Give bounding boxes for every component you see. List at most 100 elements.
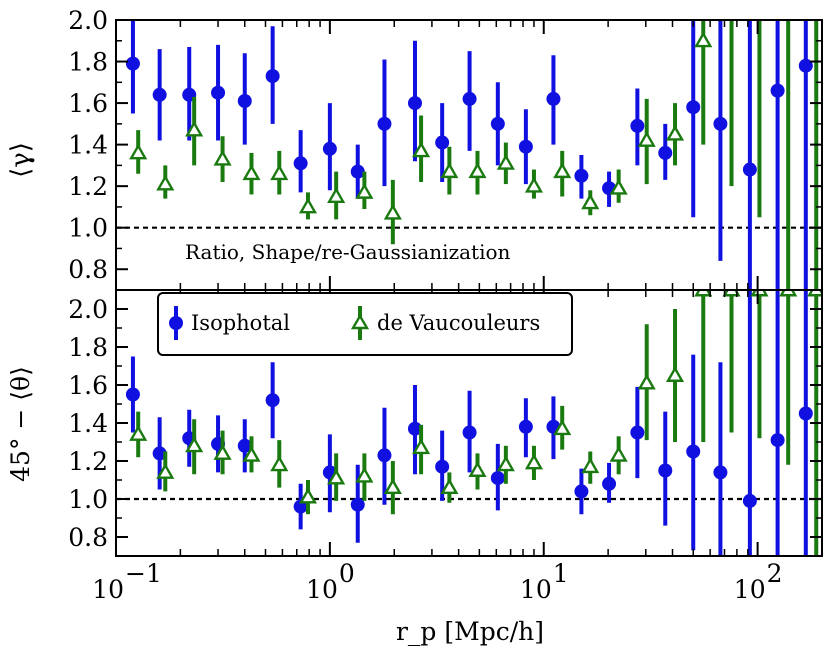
isophotal-point (407, 96, 422, 111)
de-vaucouleurs-point (355, 466, 374, 483)
de-vaucouleurs-point (327, 468, 346, 485)
isophotal-point (742, 162, 757, 177)
de-vaucouleurs-point (496, 153, 515, 170)
top-data (116, 3, 822, 290)
top-axes: 0.8 1.0 1.2 1.4 1.6 1.8 2.0 (68, 6, 823, 291)
de-vaucouleurs-point (129, 424, 148, 441)
isophotal-point (770, 83, 785, 98)
isophotal-point (265, 393, 280, 408)
de-vaucouleurs-point (185, 436, 204, 453)
legend-entry-de-vaucouleurs (350, 306, 370, 340)
de-vaucouleurs-point (213, 443, 232, 460)
isophotal-point (574, 484, 589, 499)
de-vaucouleurs-point (355, 182, 374, 199)
de-vaucouleurs-point (807, 290, 822, 297)
de-vaucouleurs-point (694, 31, 713, 48)
isophotal-point (377, 448, 392, 463)
isophotal-point (435, 459, 450, 474)
de-vaucouleurs-point (412, 141, 431, 158)
isophotal-point (742, 493, 757, 508)
de-vaucouleurs-point (156, 462, 175, 479)
de-vaucouleurs-point (270, 455, 289, 472)
isophotal-point (630, 118, 645, 133)
de-vaucouleurs-point (553, 419, 572, 436)
isophotal-point (237, 438, 252, 453)
isophotal-point (350, 164, 365, 179)
isophotal-point (686, 100, 701, 115)
de-vaucouleurs-point (270, 164, 289, 181)
isophotal-point (462, 91, 477, 106)
legend-isophotal-marker (169, 316, 183, 330)
de-vaucouleurs-point (298, 487, 318, 504)
isophotal-point (713, 116, 728, 131)
y-tick-label: 1.2 (68, 172, 108, 201)
isophotal-point (798, 406, 813, 421)
de-vaucouleurs-point (637, 373, 656, 390)
de-vaucouleurs-point (752, 3, 766, 15)
legend: Isophotal de Vaucouleurs (157, 292, 573, 356)
de-vaucouleurs-point (779, 290, 798, 297)
de-vaucouleurs-point (694, 290, 713, 297)
de-vaucouleurs-point (242, 445, 261, 462)
isophotal-point (518, 139, 533, 154)
isophotal-point (630, 425, 645, 440)
de-vaucouleurs-point (156, 174, 175, 191)
de-vaucouleurs-point (468, 461, 487, 477)
de-vaucouleurs-point (327, 187, 346, 203)
isophotal-point (152, 87, 167, 102)
legend-entry-isophotal (169, 306, 183, 340)
isophotal-point (435, 135, 450, 150)
x-tick-exponent: −1 (125, 559, 162, 588)
de-vaucouleurs-point (781, 3, 795, 15)
de-vaucouleurs-point (750, 290, 769, 297)
x-tick-exponent: 1 (553, 559, 569, 588)
isophotal-point (350, 497, 365, 512)
isophotal-point (798, 58, 813, 73)
isophotal-point (602, 476, 617, 491)
isophotal-point (293, 156, 308, 171)
de-vaucouleurs-point (468, 162, 487, 179)
isophotal-point (658, 145, 673, 160)
de-vaucouleurs-point (185, 120, 204, 137)
y-tick-label: 1.8 (68, 333, 108, 362)
de-vaucouleurs-point (213, 149, 232, 166)
de-vaucouleurs-point (524, 176, 544, 193)
top-y-axis-label: ⟨γ⟩ (6, 142, 36, 178)
bottom-data (116, 290, 822, 556)
de-vaucouleurs-point (440, 162, 459, 179)
y-tick-label: 2.0 (68, 6, 108, 35)
isophotal-point (574, 168, 589, 183)
y-tick-label: 1.6 (68, 371, 108, 400)
x-axis-label: r_p [Mpc/h] (396, 617, 544, 646)
x-tick-label: 10 (520, 575, 552, 604)
isophotal-point (490, 116, 505, 131)
isophotal-point (237, 94, 252, 108)
de-vaucouleurs-point (383, 203, 402, 220)
x-tick-exponent: 2 (767, 559, 783, 588)
isophotal-point (322, 141, 337, 156)
de-vaucouleurs-point (129, 143, 148, 160)
isophotal-point (490, 471, 505, 486)
isophotal-point (265, 69, 280, 84)
de-vaucouleurs-point (298, 197, 318, 214)
legend-de-vaucouleurs-marker (350, 313, 370, 330)
y-tick-label: 1.0 (68, 214, 108, 243)
y-tick-label: 2.0 (68, 295, 108, 324)
isophotal-point (713, 465, 728, 480)
y-tick-label: 1.2 (68, 447, 108, 476)
de-vaucouleurs-point (609, 445, 628, 462)
bottom-y-axis-label: 45° − ⟨θ⟩ (6, 366, 35, 482)
x-tick-label: 10 (734, 575, 766, 604)
de-vaucouleurs-point (722, 290, 741, 297)
de-vaucouleurs-point (609, 178, 628, 195)
y-tick-label: 0.8 (68, 255, 108, 284)
legend-label-de-vaucouleurs: de Vaucouleurs (377, 311, 540, 335)
isophotal-point (125, 56, 140, 71)
x-tick-exponent: 0 (339, 559, 355, 588)
y-tick-label: 1.4 (68, 409, 108, 438)
isophotal-point (686, 444, 701, 459)
isophotal-point (377, 116, 392, 131)
